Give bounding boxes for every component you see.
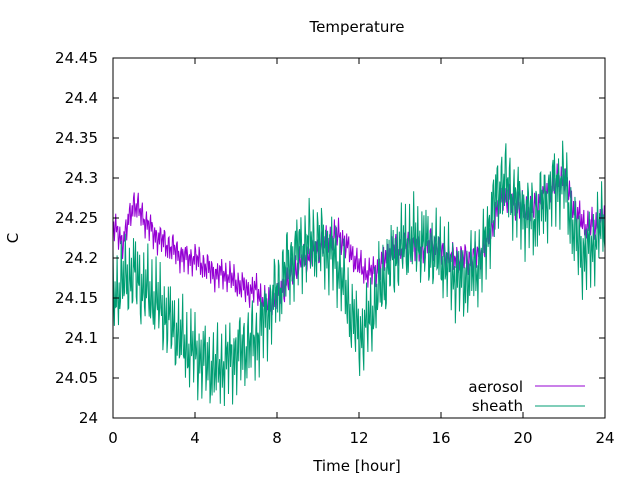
y-tick-label: 24.2 <box>65 249 98 267</box>
x-tick-label: 20 <box>513 429 532 447</box>
series-line-sheath <box>112 140 606 407</box>
y-tick-label: 24.4 <box>65 89 98 107</box>
ticks-layer: 0 4 8 12 16 20 24 24 24.05 24.1 24.15 24.2 24.25 24.3… <box>55 49 615 447</box>
y-tick-label: 24.25 <box>55 209 98 227</box>
x-tick-label: 16 <box>431 429 450 447</box>
x-tick-label: 0 <box>108 429 118 447</box>
y-tick-label: 24.35 <box>55 129 98 147</box>
x-tick-label: 4 <box>190 429 200 447</box>
y-tick-label: 24.45 <box>55 49 98 67</box>
legend: aerosol sheath <box>468 378 585 415</box>
y-tick-label: 24.1 <box>65 329 98 347</box>
chart-title: Temperature <box>308 18 404 36</box>
x-axis-label: Time [hour] <box>312 457 401 475</box>
y-tick-label: 24.15 <box>55 289 98 307</box>
series-line-aerosol <box>112 163 606 316</box>
x-tick-label: 12 <box>349 429 368 447</box>
series-layer <box>112 140 606 407</box>
y-tick-label: 24.3 <box>65 169 98 187</box>
x-tick-label: 8 <box>272 429 282 447</box>
x-tick-label: 24 <box>595 429 614 447</box>
y-tick-label: 24.05 <box>55 369 98 387</box>
y-axis-label: C <box>4 233 22 243</box>
legend-label-sheath: sheath <box>472 397 523 415</box>
y-tick-label: 24 <box>79 409 98 427</box>
legend-label-aerosol: aerosol <box>468 378 523 396</box>
